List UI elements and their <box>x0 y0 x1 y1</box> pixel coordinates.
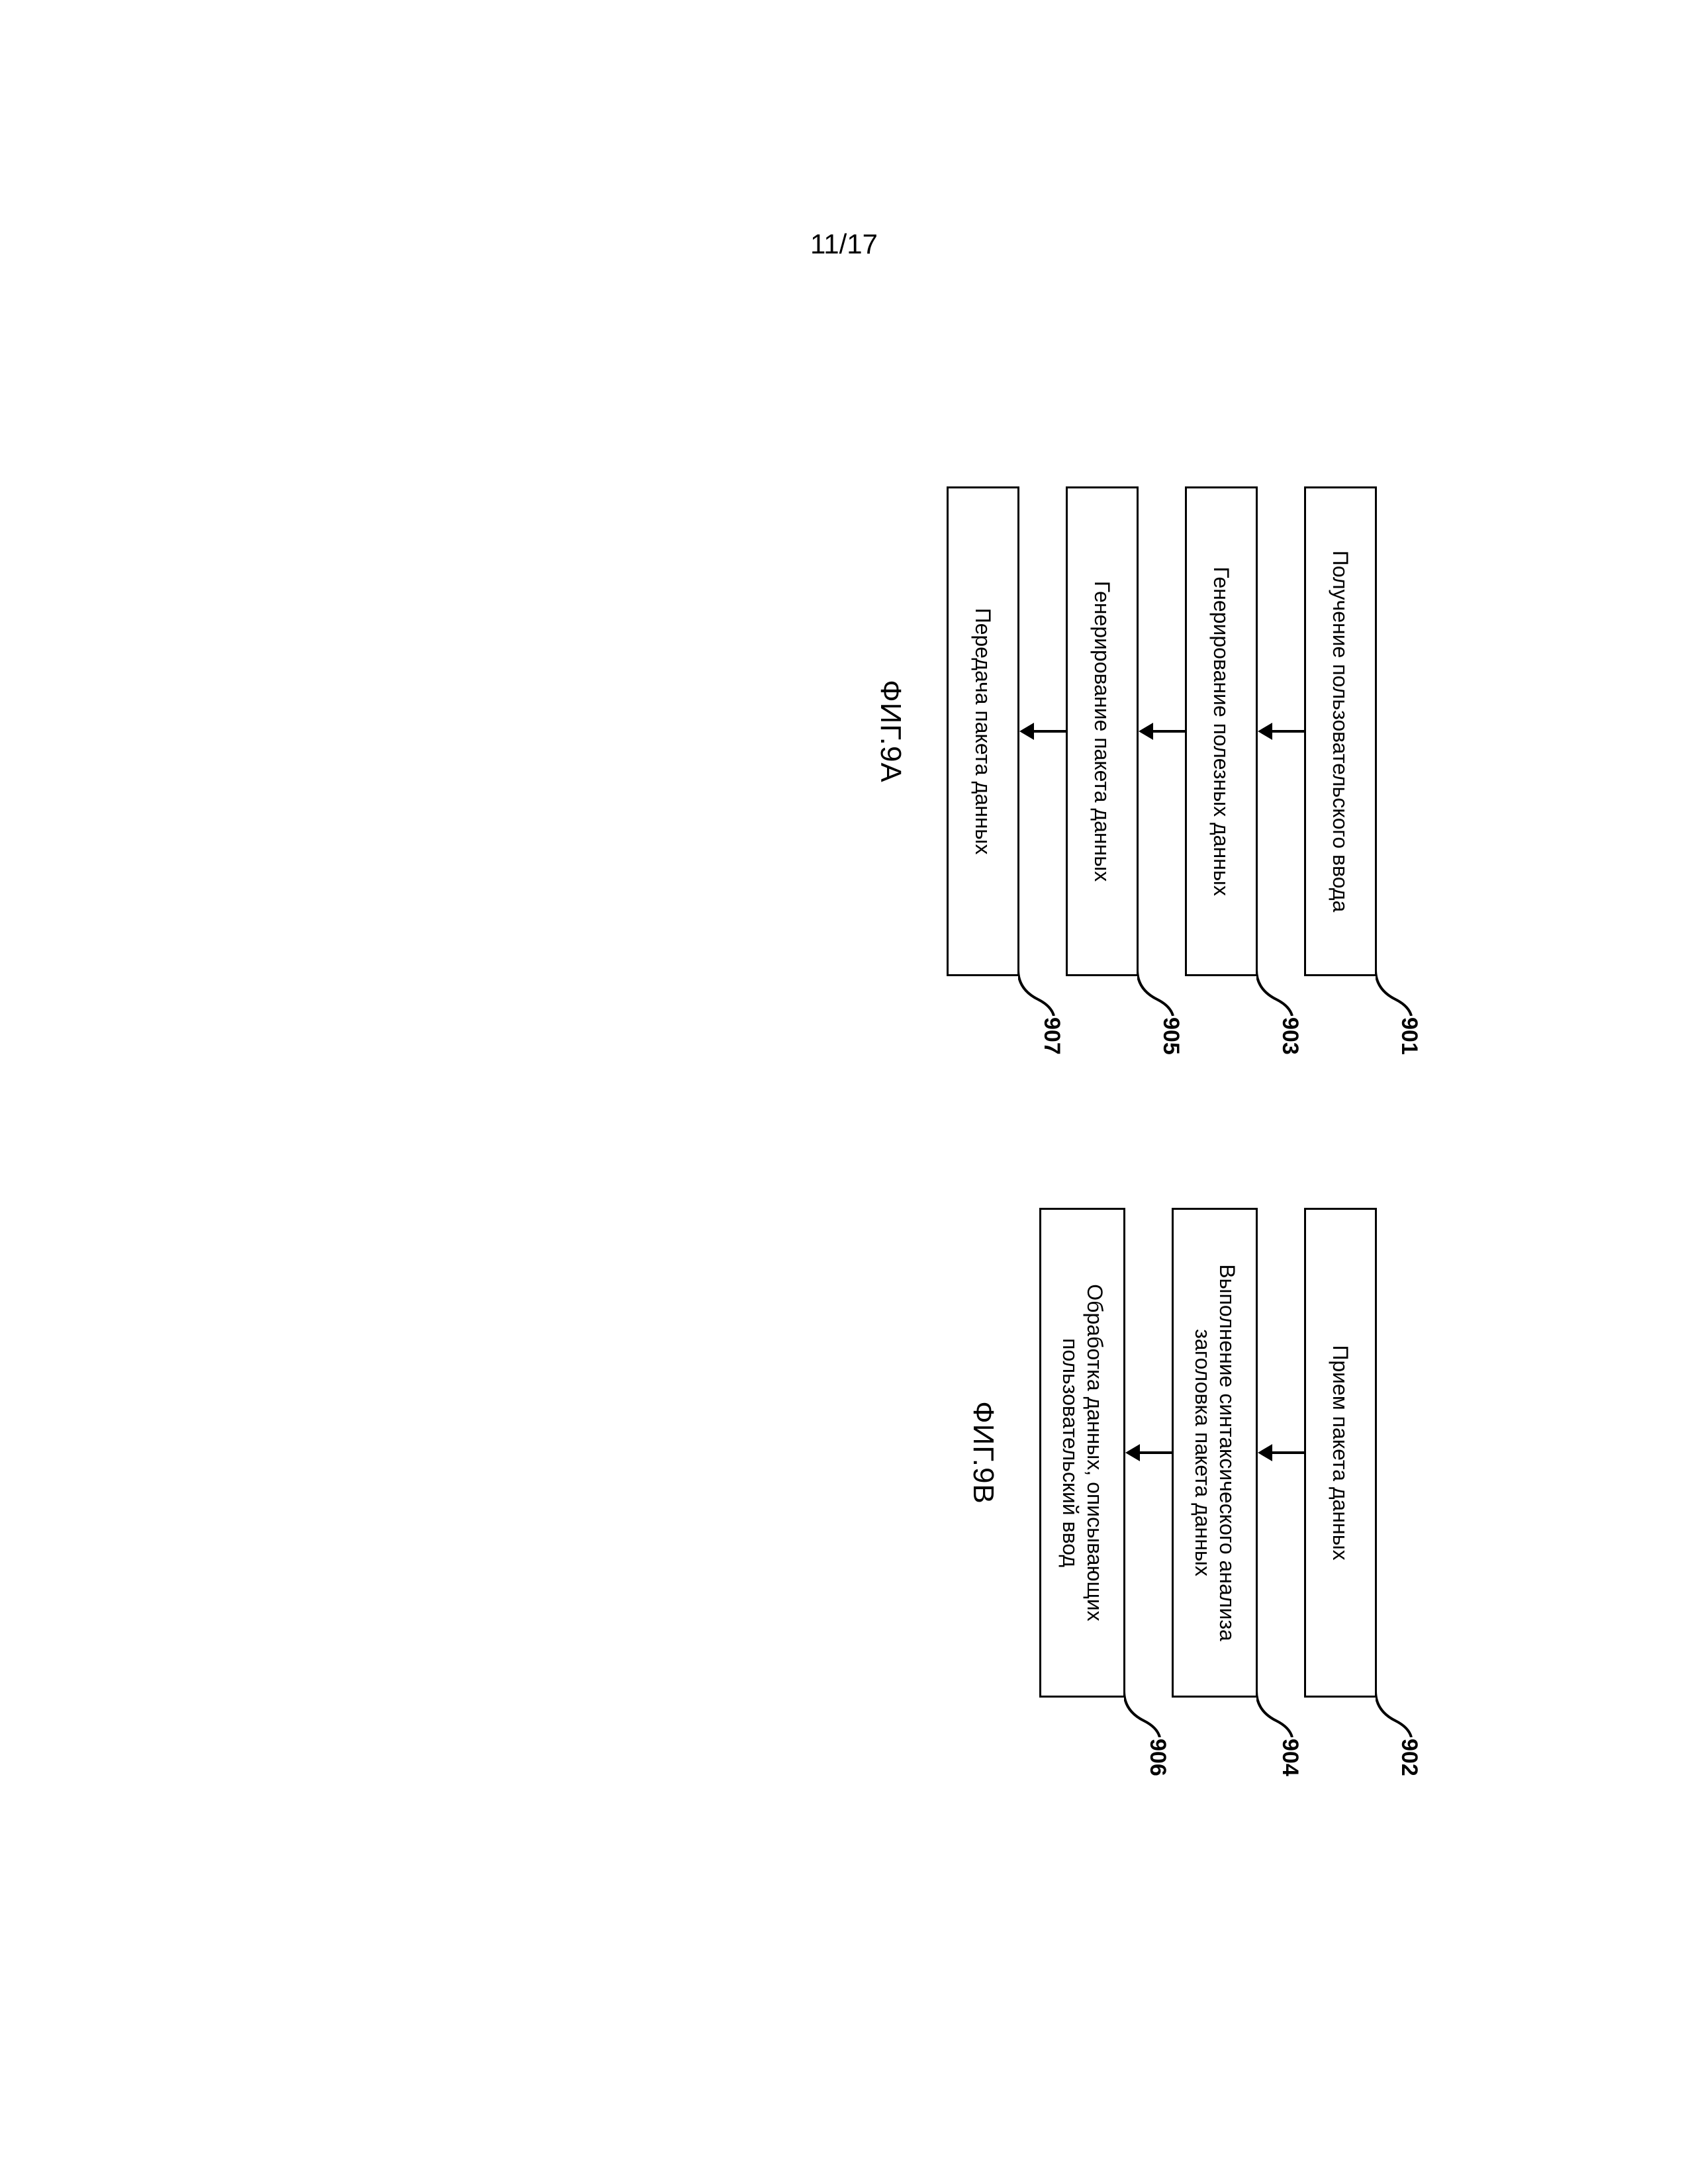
flow-a-node-box-907: Передача пакета данных <box>947 486 1019 976</box>
flow-b-callout-label-902: 902 <box>1396 1739 1422 1776</box>
flow-b-arrow-904-to-906 <box>1125 1439 1172 1466</box>
flow-b-arrow-902-to-904 <box>1258 1439 1304 1466</box>
flow-a-node-box-903: Генерирование полезных данных <box>1185 486 1258 976</box>
flow-a-arrow-903-to-905 <box>1139 718 1185 745</box>
flowchart-a: Получение пользовательского ввода 901 Ге… <box>874 486 1377 976</box>
flow-b-node-box-904: Выполнение синтаксического анализа загол… <box>1172 1208 1258 1698</box>
caption-a: ФИГ.9A <box>874 680 907 783</box>
flow-a-node-907: Передача пакета данных 907 <box>947 486 1019 976</box>
flow-a-node-box-905: Генерирование пакета данных <box>1066 486 1139 976</box>
page: 11/17 Получение пользовательского ввода … <box>0 0 1688 2184</box>
flow-a-node-903: Генерирование полезных данных 903 <box>1185 486 1258 976</box>
flow-b-node-906: Обработка данных, описывающих пользовате… <box>1039 1208 1125 1698</box>
flow-a-callout-label-903: 903 <box>1277 1017 1303 1055</box>
flow-a-arrow-905-to-907 <box>1019 718 1066 745</box>
flow-b-node-text-904: Выполнение синтаксического анализа загол… <box>1190 1216 1239 1689</box>
flow-b-node-box-902: Прием пакета данных <box>1304 1208 1377 1698</box>
flow-a-callout-907: 907 <box>1018 970 1058 1016</box>
flow-a-callout-905: 905 <box>1137 970 1177 1016</box>
flow-b-callout-906: 906 <box>1124 1691 1164 1737</box>
flow-a-node-905: Генерирование пакета данных 905 <box>1066 486 1139 976</box>
flow-b-callout-label-904: 904 <box>1277 1739 1303 1776</box>
flow-a-callout-label-905: 905 <box>1158 1017 1184 1055</box>
flow-b-node-box-906: Обработка данных, описывающих пользовате… <box>1039 1208 1125 1698</box>
flow-a-node-text-907: Передача пакета данных <box>971 608 996 855</box>
flow-a-callout-label-901: 901 <box>1396 1017 1422 1055</box>
flow-a-node-text-905: Генерирование пакета данных <box>1090 581 1115 882</box>
flow-b-node-text-906: Обработка данных, описывающих пользовате… <box>1058 1216 1107 1689</box>
flow-b-node-904: Выполнение синтаксического анализа загол… <box>1172 1208 1258 1698</box>
flow-b-callout-904: 904 <box>1256 1691 1296 1737</box>
flow-a-callout-label-907: 907 <box>1039 1017 1064 1055</box>
rotated-content: Получение пользовательского ввода 901 Ге… <box>0 0 1688 2184</box>
flow-a-arrow-901-to-903 <box>1258 718 1304 745</box>
flowchart-b: Прием пакета данных 902 Выполнение синта… <box>874 1208 1377 1698</box>
caption-b: ФИГ.9B <box>966 1401 1000 1504</box>
flow-b-callout-902: 902 <box>1376 1691 1415 1737</box>
flow-b-node-902: Прием пакета данных 902 <box>1304 1208 1377 1698</box>
flow-a-callout-903: 903 <box>1256 970 1296 1016</box>
flow-b-callout-label-906: 906 <box>1145 1739 1170 1776</box>
flow-a-node-box-901: Получение пользовательского ввода <box>1304 486 1377 976</box>
flow-a-node-text-903: Генерирование полезных данных <box>1209 567 1234 896</box>
flow-a-node-901: Получение пользовательского ввода 901 <box>1304 486 1377 976</box>
flow-b-node-text-902: Прием пакета данных <box>1329 1345 1353 1560</box>
flowcharts-row: Получение пользовательского ввода 901 Ге… <box>874 0 1377 2184</box>
flow-a-callout-901: 901 <box>1376 970 1415 1016</box>
flow-a-node-text-901: Получение пользовательского ввода <box>1329 551 1353 912</box>
